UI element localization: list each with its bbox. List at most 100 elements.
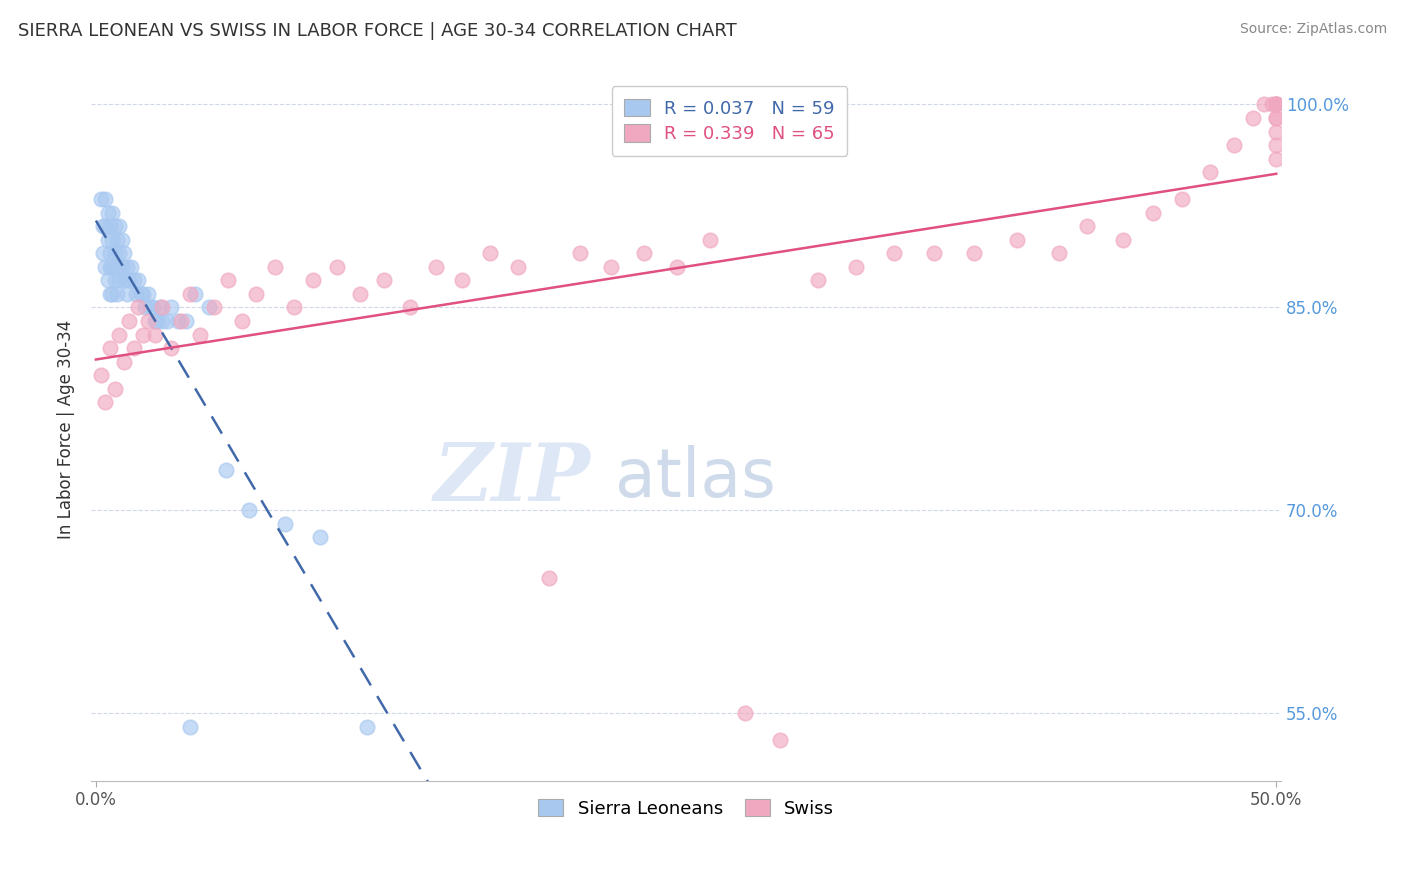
Point: [105, 287, 128, 301]
Point: [149, 301, 172, 315]
Point: [1265, 152, 1288, 166]
Point: [283, 301, 305, 315]
Point: [1199, 165, 1222, 179]
Point: [118, 273, 141, 287]
Point: [90, 192, 112, 206]
Point: [134, 301, 156, 315]
Point: [139, 301, 162, 315]
Point: [98, 287, 121, 301]
Point: [1005, 233, 1028, 247]
Point: [325, 260, 347, 274]
Point: [1241, 111, 1264, 125]
Point: [479, 246, 502, 260]
Point: [1222, 138, 1244, 153]
Point: [101, 260, 124, 274]
Point: [170, 314, 193, 328]
Point: [127, 301, 149, 315]
Point: [105, 233, 128, 247]
Point: [302, 273, 325, 287]
Point: [399, 301, 422, 315]
Point: [198, 301, 221, 315]
Point: [245, 287, 267, 301]
Point: [1076, 219, 1098, 234]
Point: [238, 503, 260, 517]
Point: [104, 219, 127, 234]
Point: [118, 314, 141, 328]
Point: [129, 287, 152, 301]
Point: [98, 260, 121, 274]
Point: [141, 301, 163, 315]
Point: [734, 706, 756, 721]
Point: [143, 314, 166, 328]
Point: [215, 463, 238, 477]
Point: [97, 233, 120, 247]
Point: [146, 314, 169, 328]
Point: [125, 287, 148, 301]
Point: [425, 260, 447, 274]
Text: ZIP: ZIP: [434, 440, 591, 517]
Point: [633, 246, 655, 260]
Point: [179, 720, 201, 734]
Point: [568, 246, 591, 260]
Point: [179, 287, 201, 301]
Point: [136, 314, 159, 328]
Point: [1265, 124, 1288, 138]
Point: [143, 327, 166, 342]
Point: [104, 273, 127, 287]
Point: [1112, 233, 1135, 247]
Point: [94, 395, 117, 409]
Point: [115, 260, 138, 274]
Point: [373, 273, 395, 287]
Point: [167, 314, 190, 328]
Point: [202, 301, 225, 315]
Legend: Sierra Leoneans, Swiss: Sierra Leoneans, Swiss: [530, 791, 841, 825]
Point: [112, 273, 135, 287]
Point: [1260, 97, 1282, 112]
Point: [101, 287, 124, 301]
Point: [112, 246, 135, 260]
Point: [1142, 205, 1164, 219]
Point: [1265, 111, 1288, 125]
Point: [845, 260, 868, 274]
Point: [104, 246, 127, 260]
Point: [108, 273, 131, 287]
Text: SIERRA LEONEAN VS SWISS IN LABOR FORCE | AGE 30-34 CORRELATION CHART: SIERRA LEONEAN VS SWISS IN LABOR FORCE |…: [18, 22, 737, 40]
Point: [101, 205, 124, 219]
Point: [127, 273, 149, 287]
Point: [883, 246, 905, 260]
Point: [104, 382, 127, 396]
Point: [1265, 97, 1288, 112]
Point: [231, 314, 253, 328]
Point: [120, 260, 142, 274]
Text: Source: ZipAtlas.com: Source: ZipAtlas.com: [1240, 22, 1388, 37]
Point: [217, 273, 239, 287]
Point: [122, 341, 145, 355]
Point: [538, 571, 561, 585]
Point: [94, 219, 117, 234]
Point: [769, 733, 792, 747]
Point: [108, 219, 131, 234]
Point: [1265, 97, 1288, 112]
Point: [160, 341, 183, 355]
Point: [101, 233, 124, 247]
Point: [132, 287, 155, 301]
Y-axis label: In Labor Force | Age 30-34: In Labor Force | Age 30-34: [58, 319, 75, 539]
Point: [108, 246, 131, 260]
Point: [1265, 111, 1288, 125]
Point: [450, 273, 472, 287]
Point: [98, 246, 121, 260]
Point: [1265, 138, 1288, 153]
Point: [91, 219, 114, 234]
Point: [264, 260, 287, 274]
Point: [309, 531, 332, 545]
Point: [97, 205, 120, 219]
Point: [184, 287, 207, 301]
Point: [122, 273, 145, 287]
Point: [156, 314, 179, 328]
Point: [188, 327, 211, 342]
Point: [111, 233, 134, 247]
Point: [108, 327, 131, 342]
Point: [1171, 192, 1194, 206]
Point: [1265, 97, 1288, 112]
Point: [90, 368, 112, 383]
